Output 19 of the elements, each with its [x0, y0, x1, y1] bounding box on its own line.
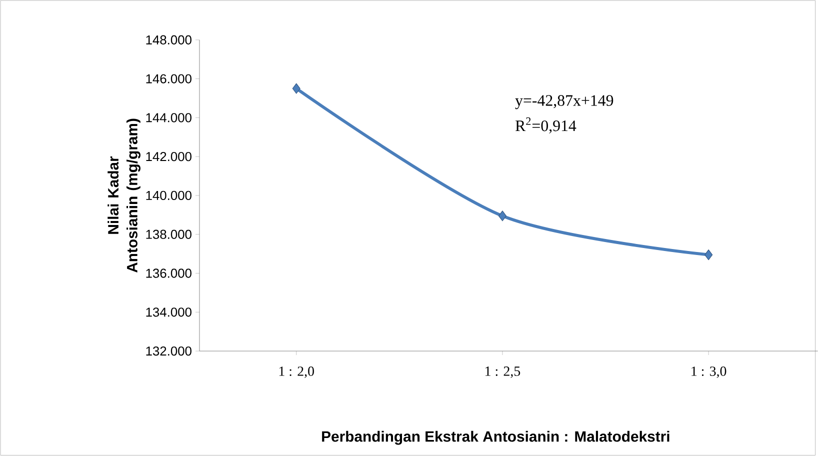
- y-tick-label: 146.000: [146, 74, 192, 84]
- y-axis-title: Nilai Kadar Antosianin (mg/gram): [108, 118, 140, 273]
- point: [704, 250, 713, 260]
- y-tick-label: 142.000: [146, 152, 192, 162]
- annotation: R$^{2}$=0,914: [515, 118, 576, 134]
- y-tick-label: 140.000: [146, 191, 192, 200]
- point: [292, 83, 300, 94]
- x-tick-label: 1 : 3,0: [692, 366, 726, 378]
- y-tick-label: 136.000: [146, 268, 192, 278]
- x-tick-label: 1 : 2,5: [486, 366, 520, 378]
- point: [498, 210, 506, 222]
- annotation: y=-42,87x+149: [515, 95, 614, 110]
- y-tick-label: 134.000: [146, 308, 192, 317]
- x-axis-title: Perbandingan Ekstrak Antosianin : Malatodekstri: [322, 430, 670, 445]
- y-tick-label: 132.000: [146, 346, 192, 356]
- y-tick-label: 144.000: [146, 113, 192, 122]
- x-tick-label: 1 : 2,0: [279, 366, 314, 378]
- y-tick-label: 138.000: [146, 230, 192, 240]
- y-tick-label: 148.000: [146, 35, 192, 45]
